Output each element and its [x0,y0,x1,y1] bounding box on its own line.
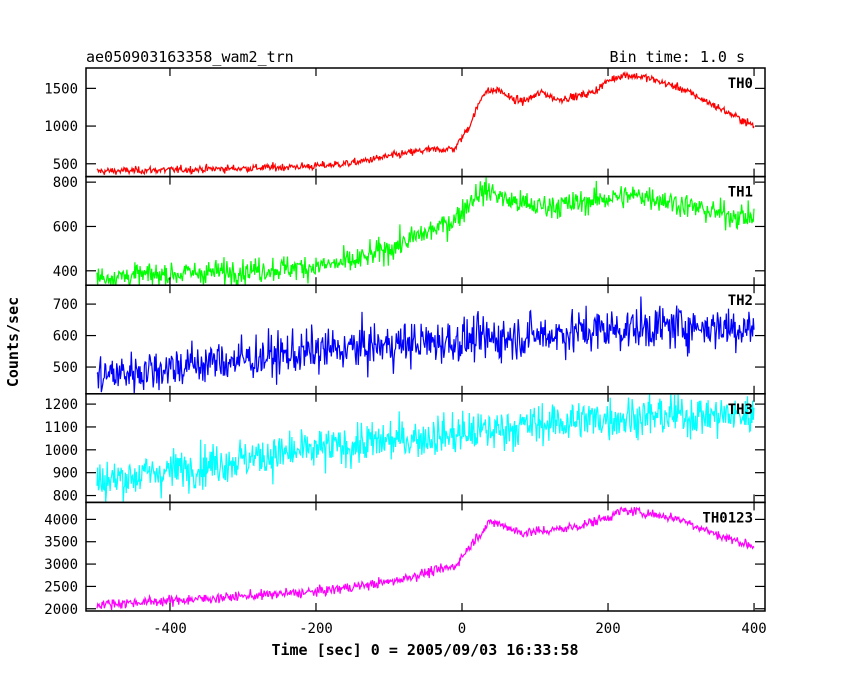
panel-label: TH3 [728,402,753,418]
panel-th0123: 2000 2500 3000 3500 4000 TH0123 [44,501,766,618]
panels-group: 500 1000 1500 TH0 400 600 800 TH1 500 600 700 TH2 80… [44,67,766,618]
series-line-th0123 [96,506,755,611]
series-line-th2 [96,296,755,394]
y-tick-label: 600 [53,219,78,235]
series-line-th0 [96,70,755,176]
y-tick-label: 1000 [44,443,78,459]
y-tick-label: 1200 [44,397,78,413]
y-tick-label: 1500 [44,81,78,97]
series-line-th1 [96,177,755,286]
x-axis-label: Time [sec] 0 = 2005/09/03 16:33:58 [271,641,578,659]
panel-label: TH2 [728,293,753,309]
panel-frame [85,501,766,612]
x-tick-label: 400 [741,621,766,637]
y-tick-label: 1100 [44,420,78,436]
panel-th3: 800 900 1000 1100 1200 TH3 [44,393,766,505]
y-tick-label: 3500 [44,535,78,551]
bin-time-label: Bin time: 1.0 s [610,48,745,66]
panel-label: TH1 [728,185,753,201]
y-tick-label: 800 [53,175,78,191]
y-tick-label: 500 [53,360,78,376]
x-axis: -400 -200 0 200 400 [153,621,767,637]
panel-label: TH0123 [702,510,753,526]
panel-th0: 500 1000 1500 TH0 [44,67,766,178]
y-tick-label: 1000 [44,119,78,135]
panel-th1: 400 600 800 TH1 [53,175,766,286]
chart-title: ae050903163358_wam2_trn [86,48,294,66]
y-tick-label: 3000 [44,557,78,573]
x-tick-label: 200 [595,621,620,637]
x-tick-label: 0 [458,621,466,637]
y-tick-label: 400 [53,264,78,280]
panel-frame [85,67,766,178]
x-tick-label: -400 [153,621,187,637]
y-tick-label: 2500 [44,579,78,595]
y-axis-label: Counts/sec [4,297,22,387]
y-tick-label: 500 [53,157,78,173]
panel-th2: 500 600 700 TH2 [53,284,766,395]
y-tick-label: 700 [53,297,78,313]
y-tick-label: 600 [53,329,78,345]
panel-frame [85,393,766,504]
series-line-th3 [96,393,755,503]
y-tick-label: 4000 [44,512,78,528]
y-tick-label: 800 [53,489,78,505]
panel-label: TH0 [728,76,753,92]
y-tick-label: 2000 [44,602,78,618]
x-tick-label: -200 [299,621,333,637]
y-tick-label: 900 [53,466,78,482]
